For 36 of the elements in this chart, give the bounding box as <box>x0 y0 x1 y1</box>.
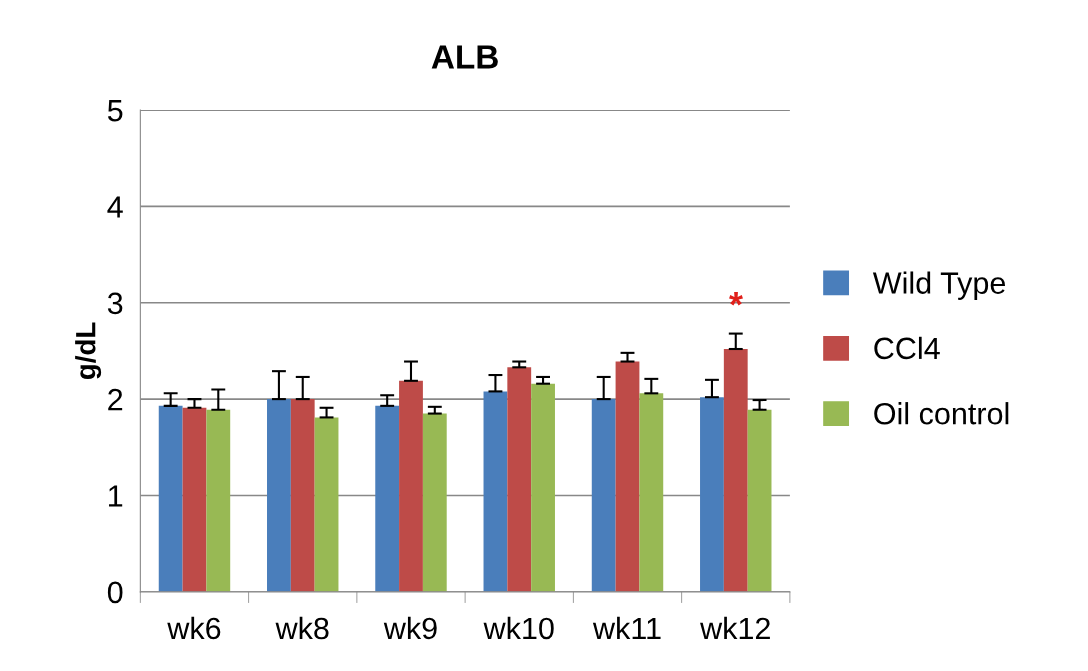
x-tick-label: wk8 <box>275 616 329 640</box>
legend-label: Oil control <box>874 402 1009 425</box>
y-tick-label: 4 <box>107 196 123 218</box>
bar <box>375 405 400 592</box>
y-tick-label: 2 <box>108 388 123 411</box>
bar <box>314 417 339 592</box>
y-tick-label: 0 <box>107 581 123 604</box>
bar <box>399 380 423 592</box>
bar <box>507 367 532 592</box>
chart-title: ALB <box>431 45 498 69</box>
bar <box>158 405 183 592</box>
x-tick-label: wk11 <box>592 616 661 639</box>
y-tick-label: 3 <box>107 292 123 315</box>
bar <box>747 409 772 592</box>
bar <box>483 391 508 592</box>
y-tick-label: 5 <box>107 100 123 122</box>
x-tick-label: wk10 <box>483 616 554 640</box>
x-tick-label: wk6 <box>167 616 221 640</box>
bar <box>700 397 724 592</box>
legend-label: Wild Type <box>872 271 1006 300</box>
x-tick-label: wk12 <box>700 616 770 639</box>
bar <box>615 361 640 592</box>
y-axis-title: g/dL <box>75 322 102 380</box>
bar <box>206 409 231 592</box>
legend-label: CCl4 <box>874 336 940 360</box>
bar <box>591 399 616 592</box>
bar <box>639 393 664 592</box>
bar <box>290 399 315 592</box>
y-tick-label: 1 <box>109 485 123 507</box>
x-tick-label: wk9 <box>383 616 437 640</box>
annotation: * <box>729 292 743 306</box>
bar <box>723 349 748 592</box>
bar <box>422 413 447 592</box>
bar <box>531 383 555 592</box>
bar <box>267 399 291 592</box>
bar <box>182 407 207 592</box>
